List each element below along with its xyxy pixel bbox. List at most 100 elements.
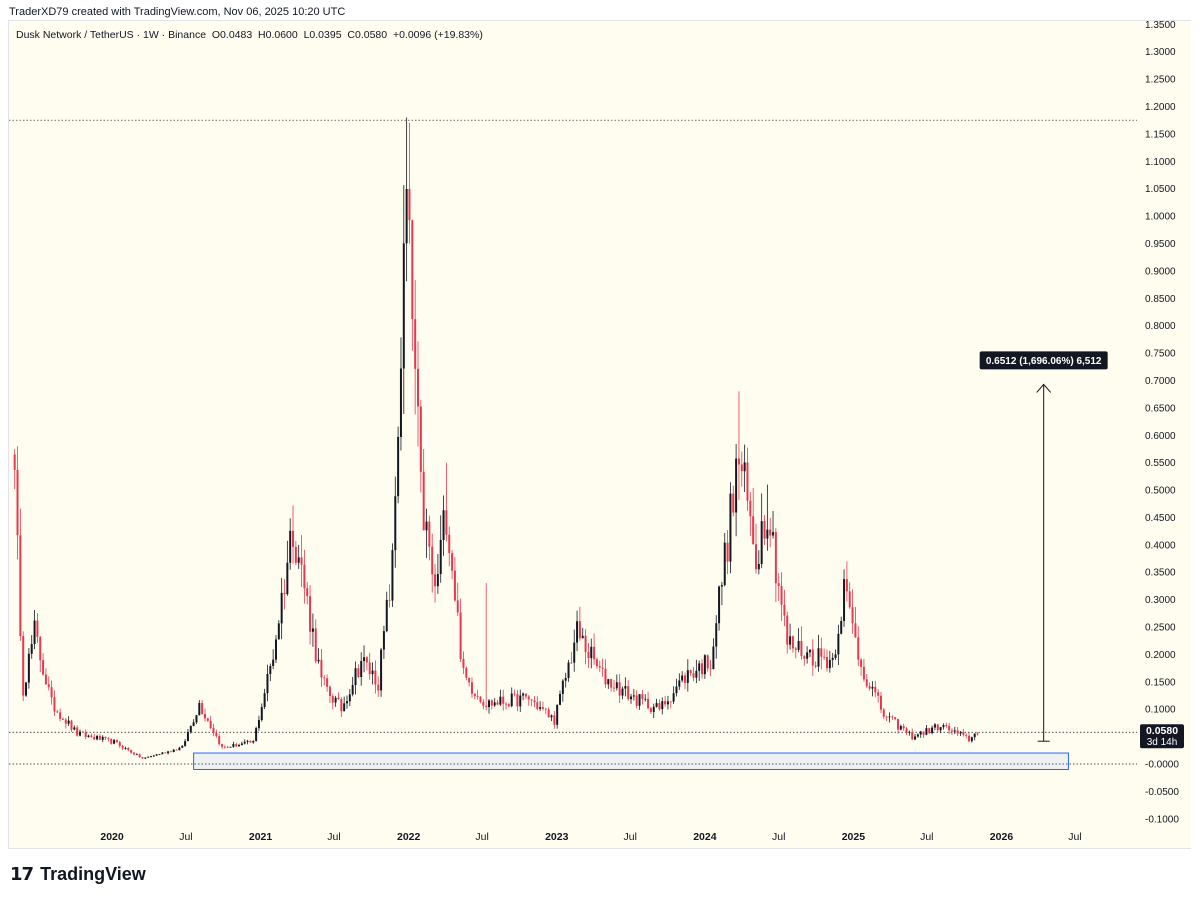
candle-body [564,677,567,681]
candle-body [632,695,635,697]
tradingview-logo-icon: 𝟭𝟳 [10,863,34,885]
candle-body [505,703,508,705]
candle-body [368,662,371,675]
candle-body [933,724,936,728]
candle-body [695,670,698,678]
time-axis[interactable]: 2020 Jul 2021 Jul 2022 Jul 2023 Jul 2024 Jul 2025 J… [100,831,1081,843]
candle-body [326,678,329,687]
plot-background [9,21,1137,848]
candle-body [539,707,542,709]
candle-body [843,579,846,621]
candle-body [533,700,536,703]
candle-body [553,715,556,725]
candle-body [766,529,769,539]
candle-body [661,701,664,710]
candle-body [167,751,170,754]
support-zone[interactable] [193,752,1069,770]
candle-body [774,532,777,584]
candle-body [655,703,658,707]
y-tick-label: 0.1000 [1145,705,1176,716]
y-tick-label: 0.4500 [1145,513,1176,524]
candle-body [794,648,797,650]
candle-body [808,649,811,653]
candle-body [377,684,380,691]
candle-body [363,657,366,662]
candle-body [587,651,590,659]
candle-body [970,737,973,742]
y-tick-label: 0.4000 [1145,540,1176,551]
candle-body [703,655,706,675]
candle-body [252,741,255,743]
candle-body [470,682,473,694]
candle-body [50,687,53,698]
candle-body [459,612,462,659]
candle-body [277,623,280,640]
candle-body [118,741,121,746]
candle-body [945,725,948,726]
candle-body [260,707,263,721]
y-tick-label: -0.1000 [1145,814,1179,825]
candle-body [311,628,314,632]
candle-body [666,701,669,705]
candle-body [899,726,902,730]
candle-body [590,646,593,659]
candle-body [314,628,317,662]
candle-body [490,700,493,706]
candle-body [672,693,675,702]
candle-body [124,748,127,749]
candle-body [965,734,968,736]
candle-body [845,579,848,592]
candle-body [544,708,547,710]
candle-body [351,685,354,695]
x-tick-label: 2026 [990,831,1014,843]
candle-body [737,458,740,465]
candle-body [110,738,113,744]
candle-body [902,726,905,729]
y-tick-label: 1.3500 [1145,20,1176,31]
candle-body [436,574,439,587]
candle-body [879,695,882,710]
candle-body [22,636,25,696]
candle-body [323,677,326,679]
candle-body [502,696,505,704]
candle-body [527,696,530,700]
candle-body [380,649,383,691]
legend-close: C0.0580 [347,29,388,41]
candle-body [536,702,539,709]
candle-body [13,454,16,470]
y-tick-label: 0.2000 [1145,650,1176,661]
candle-body [274,639,277,660]
candle-body [138,754,141,758]
candle-body [601,667,604,669]
candle-body [419,406,422,472]
x-tick-label: 2023 [545,831,569,843]
candle-body [644,698,647,700]
candle-body [718,586,721,624]
candle-body [144,757,147,759]
candle-body [468,677,471,683]
candle-body [823,656,826,658]
candle-body [417,368,420,407]
candle-body [422,471,425,531]
candle-body [195,715,198,723]
measure-tool[interactable]: 0.6512 (1,696.06%) 6,512 [979,351,1108,742]
y-tick-label: 0.8000 [1145,321,1176,332]
y-tick-label: 0.2500 [1145,623,1176,634]
candle-body [826,656,829,669]
candle-body [309,596,312,632]
candle-body [431,546,434,575]
candle-body [493,702,496,706]
candle-body [840,620,843,634]
candle-body [306,588,309,597]
candle-body [550,715,553,718]
candle-body [570,662,573,664]
candle-body [652,706,655,712]
candle-body [760,521,763,565]
candle-body [76,727,79,736]
candle-body [749,500,752,517]
candle-body [317,659,320,662]
support-zone-box[interactable] [193,752,1069,770]
tradingview-logo[interactable]: 𝟭𝟳 TradingView [10,862,146,886]
candle-body [172,749,175,752]
